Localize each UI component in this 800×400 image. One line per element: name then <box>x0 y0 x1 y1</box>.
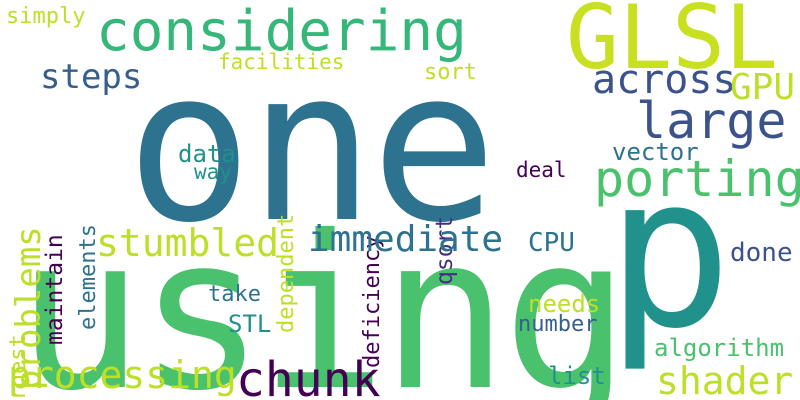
word-immediate: immediate <box>308 219 504 260</box>
word-chunk: chunk <box>236 352 381 400</box>
word-needs: needs <box>528 290 601 318</box>
word-algorithm: algorithm <box>654 334 785 362</box>
word-across: across <box>592 57 737 103</box>
word-take: take <box>208 282 261 307</box>
word-maintain: maintain <box>42 234 68 345</box>
word-steps: steps <box>40 57 143 97</box>
word-one: one <box>126 24 497 269</box>
word-stl: STL <box>228 310 272 338</box>
word-stumbled: stumbled <box>96 221 280 265</box>
word-facilities: facilities <box>218 50 345 74</box>
word-shader: shader <box>656 359 794 400</box>
word-data: data <box>178 140 236 168</box>
word-gpu: GPU <box>730 67 796 108</box>
word-p: p <box>606 130 733 375</box>
word-vector: vector <box>612 138 699 166</box>
word-done: done <box>730 238 793 268</box>
word-processing: processing <box>8 353 237 397</box>
word-cpu: CPU <box>528 228 575 258</box>
word-using: using <box>16 190 630 400</box>
word-considering: considering <box>96 0 467 64</box>
word-glsl: GLSL <box>566 0 778 89</box>
word-number: number <box>518 312 598 337</box>
word-sort: sort <box>424 60 477 85</box>
word-list: list <box>548 362 606 390</box>
word-porting: porting <box>594 150 800 208</box>
word-deal: deal <box>516 158 567 182</box>
word-large: large <box>636 92 787 150</box>
word-dependent: dependent <box>274 213 299 333</box>
word-way: way <box>194 160 232 184</box>
word-simply: simply <box>6 4 86 29</box>
